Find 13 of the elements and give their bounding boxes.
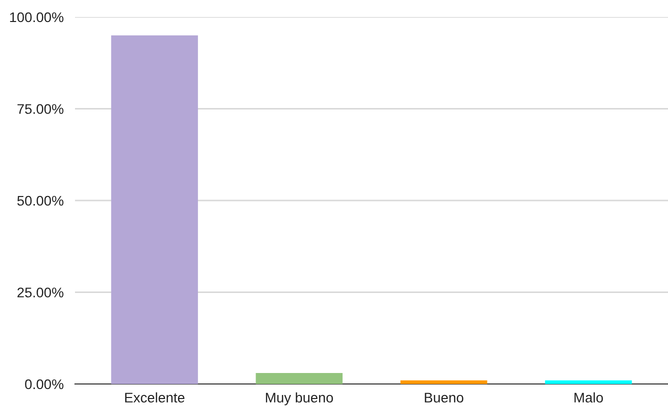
x-tick-label: Excelente: [125, 392, 184, 403]
y-tick-label: 50.00%: [17, 196, 64, 206]
bar: [111, 35, 198, 384]
bar: [400, 380, 488, 384]
y-tick-label: 100.00%: [10, 12, 64, 22]
x-tick-label: Bueno: [424, 392, 464, 403]
x-tick-label: Malo: [574, 392, 603, 403]
bar: [545, 380, 632, 384]
y-tick-label: 0.00%: [25, 379, 64, 390]
y-tick-label: 25.00%: [17, 288, 64, 298]
bar: [256, 372, 343, 384]
x-tick-label: Muy bueno: [266, 392, 333, 406]
y-tick-label: 75.00%: [18, 104, 64, 114]
